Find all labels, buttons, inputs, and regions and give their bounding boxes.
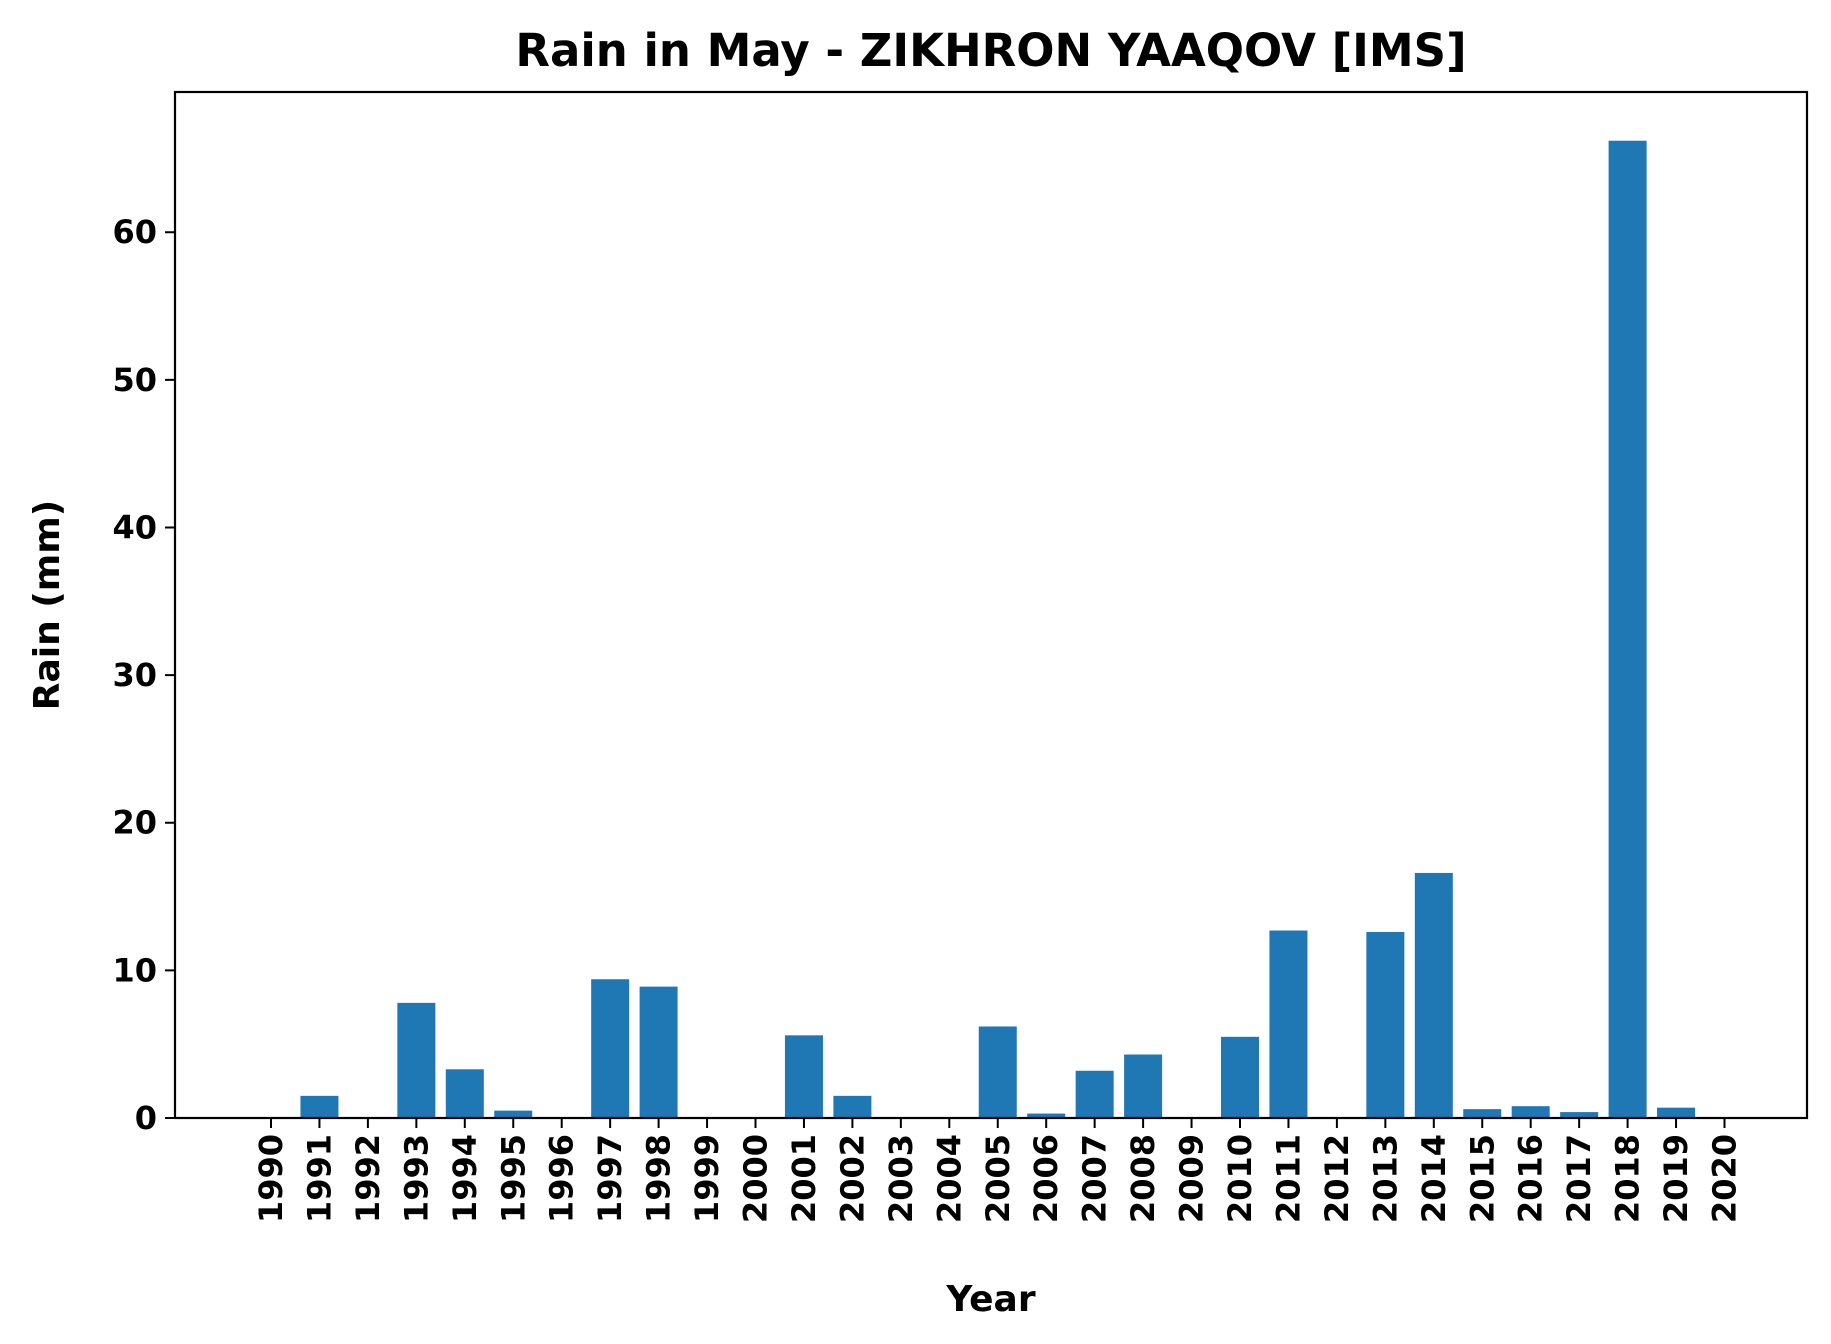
x-tick-label: 2002 xyxy=(833,1134,871,1223)
bar-1998 xyxy=(639,986,678,1118)
x-tick-label: 2004 xyxy=(930,1134,968,1223)
bar-1997 xyxy=(591,979,630,1118)
y-tick-label: 0 xyxy=(135,1099,157,1137)
x-tick-label: 2000 xyxy=(737,1134,775,1223)
x-tick-label: 2015 xyxy=(1463,1134,1501,1223)
x-tick-label: 2001 xyxy=(785,1134,823,1223)
x-tick-label: 2017 xyxy=(1560,1134,1598,1223)
x-tick-label: 2006 xyxy=(1027,1134,1065,1223)
y-tick-label: 50 xyxy=(112,361,157,399)
bar-2015 xyxy=(1463,1109,1502,1118)
x-tick-label: 2011 xyxy=(1269,1134,1307,1223)
x-tick-label: 2010 xyxy=(1221,1134,1259,1223)
x-tick-label: 1995 xyxy=(494,1134,532,1223)
bar-2019 xyxy=(1657,1107,1696,1118)
bar-2011 xyxy=(1269,930,1308,1118)
bar-2008 xyxy=(1124,1054,1163,1118)
x-axis-label: Year xyxy=(945,1279,1035,1320)
x-tick-label: 1994 xyxy=(446,1134,484,1223)
y-tick-label: 30 xyxy=(112,656,157,694)
bar-1991 xyxy=(300,1095,339,1118)
plot-frame xyxy=(173,90,1809,1120)
bar-2018 xyxy=(1608,140,1647,1118)
y-tick-label: 40 xyxy=(112,508,157,546)
bar-2017 xyxy=(1560,1112,1599,1118)
x-tick-label: 2016 xyxy=(1512,1134,1550,1223)
x-tick-label: 2019 xyxy=(1657,1134,1695,1223)
bar-1994 xyxy=(445,1069,484,1118)
x-tick-label: 1999 xyxy=(688,1134,726,1223)
bar-2016 xyxy=(1511,1106,1550,1118)
x-tick-label: 2009 xyxy=(1173,1134,1211,1223)
x-tick-label: 2014 xyxy=(1415,1134,1453,1223)
bar-2013 xyxy=(1366,931,1405,1118)
x-axis-ticks: 1990 1991 1992 1993 1994 1995 1996 1997 1998 1999… xyxy=(252,1118,1744,1223)
x-tick-label: 2018 xyxy=(1609,1134,1647,1223)
y-tick-label: 60 xyxy=(112,213,157,251)
x-tick-label: 1992 xyxy=(349,1134,387,1223)
y-axis-label: Rain (mm) xyxy=(27,500,68,710)
x-tick-label: 2005 xyxy=(979,1134,1017,1223)
bar-2002 xyxy=(833,1095,872,1118)
x-tick-label: 1991 xyxy=(300,1134,338,1223)
x-tick-label: 2020 xyxy=(1706,1134,1744,1223)
bar-1995 xyxy=(494,1110,533,1118)
x-tick-label: 2008 xyxy=(1124,1134,1162,1223)
bar-2001 xyxy=(784,1035,823,1118)
bars-group xyxy=(300,140,1696,1118)
x-tick-label: 1996 xyxy=(543,1134,581,1223)
x-tick-label: 1997 xyxy=(591,1134,629,1223)
bar-2006 xyxy=(1027,1113,1066,1118)
y-tick-label: 20 xyxy=(112,804,157,842)
bar-2005 xyxy=(978,1026,1017,1118)
x-tick-label: 1993 xyxy=(397,1134,435,1223)
bar-2010 xyxy=(1221,1036,1259,1118)
bar-1993 xyxy=(397,1002,436,1118)
x-tick-label: 2013 xyxy=(1366,1134,1404,1223)
chart-title: Rain in May - ZIKHRON YAAQOV [IMS] xyxy=(515,24,1466,77)
y-tick-label: 10 xyxy=(112,951,157,989)
bar-2014 xyxy=(1414,872,1453,1118)
x-tick-label: 2007 xyxy=(1076,1134,1114,1223)
x-tick-label: 1990 xyxy=(252,1134,290,1223)
bar-2007 xyxy=(1075,1070,1114,1118)
x-tick-label: 1998 xyxy=(640,1134,678,1223)
y-axis-ticks: 0 10 20 30 40 50 60 xyxy=(112,213,175,1137)
x-tick-label: 2003 xyxy=(882,1134,920,1223)
x-tick-label: 2012 xyxy=(1318,1134,1356,1223)
